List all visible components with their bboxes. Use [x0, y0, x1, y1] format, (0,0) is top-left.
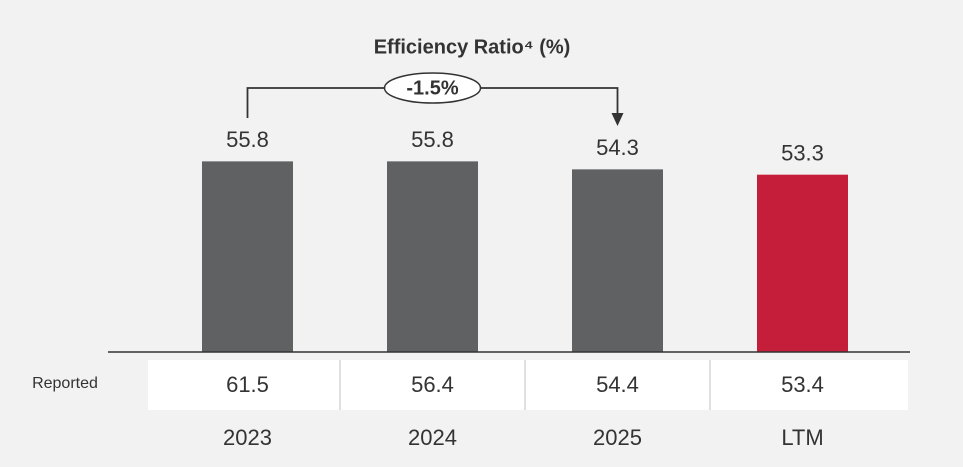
annotation-oval [383, 72, 482, 104]
x-tick-label: LTM [781, 425, 823, 450]
value-label: 55.8 [411, 127, 454, 152]
reported-value: 61.5 [226, 372, 269, 397]
annotation: -1.5% [406, 77, 458, 99]
bar [757, 174, 848, 352]
value-label: 53.3 [781, 140, 824, 165]
chart-title: Efficiency Ratio⁴ (%) [374, 36, 571, 58]
reported-value: 53.4 [781, 372, 824, 397]
x-tick-label: 2024 [408, 425, 457, 450]
reported-value: 56.4 [411, 372, 454, 397]
reported-row [148, 360, 908, 410]
value-label: 55.8 [226, 127, 269, 152]
bar [202, 161, 293, 352]
reported-label: Reported [32, 375, 98, 392]
value-label: 54.3 [596, 135, 639, 160]
x-tick-label: 2023 [223, 425, 272, 450]
arrowhead [611, 113, 624, 126]
x-tick-label: 2025 [593, 425, 642, 450]
bar [572, 169, 663, 352]
reported-value: 54.4 [596, 372, 639, 397]
bar [387, 161, 478, 352]
